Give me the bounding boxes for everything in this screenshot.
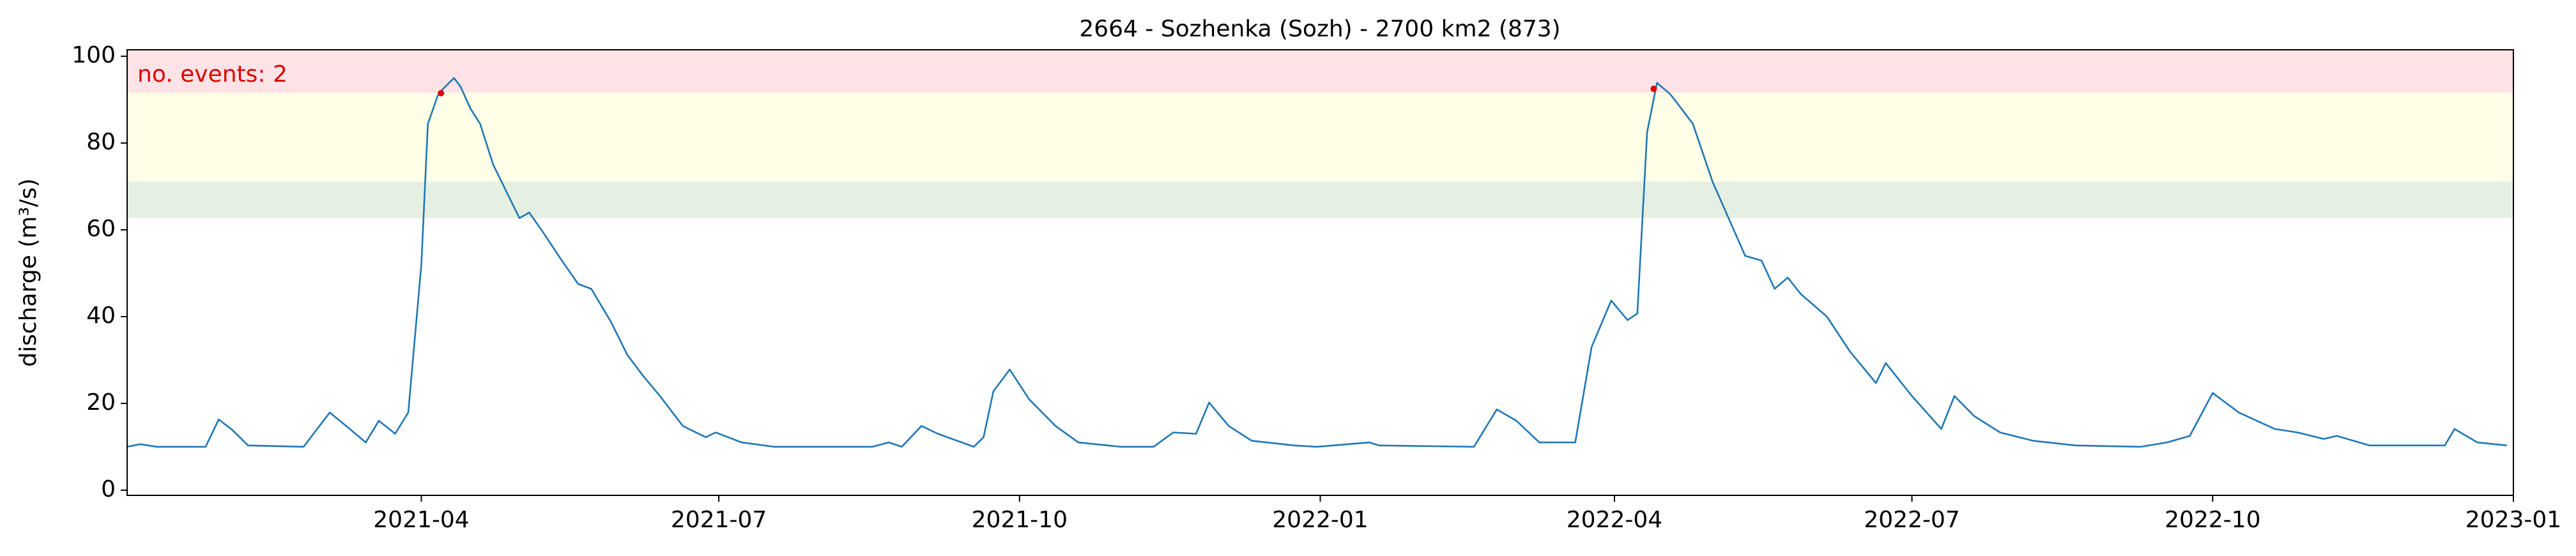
y-axis-label: discharge (m³/s) [15, 178, 42, 366]
y-tick-label: 100 [72, 42, 116, 68]
x-tick-label: 2021-04 [373, 507, 469, 533]
threshold-band [127, 93, 2513, 182]
x-tick-label: 2022-07 [1864, 507, 1959, 533]
y-tick-label: 80 [86, 129, 116, 155]
event-point [1650, 86, 1657, 93]
x-tick-label: 2022-04 [1567, 507, 1662, 533]
chart-title: 2664 - Sozhenka (Sozh) - 2700 km2 (873) [1079, 16, 1560, 42]
y-tick-label: 40 [86, 303, 116, 329]
y-tick-label: 0 [101, 476, 116, 502]
y-tick-label: 60 [86, 216, 116, 242]
event-count: no. events: 2 [137, 61, 288, 87]
x-tick-label: 2023-01 [2465, 507, 2561, 533]
x-tick-label: 2021-10 [972, 507, 1068, 533]
x-tick-label: 2021-07 [671, 507, 767, 533]
threshold-band [127, 50, 2513, 93]
plot-frame [126, 49, 2514, 496]
event-point [438, 89, 445, 96]
x-tick-label: 2022-01 [1272, 507, 1368, 533]
x-tick-label: 2022-10 [2165, 507, 2260, 533]
y-tick-label: 20 [86, 389, 116, 416]
threshold-band [127, 181, 2513, 218]
